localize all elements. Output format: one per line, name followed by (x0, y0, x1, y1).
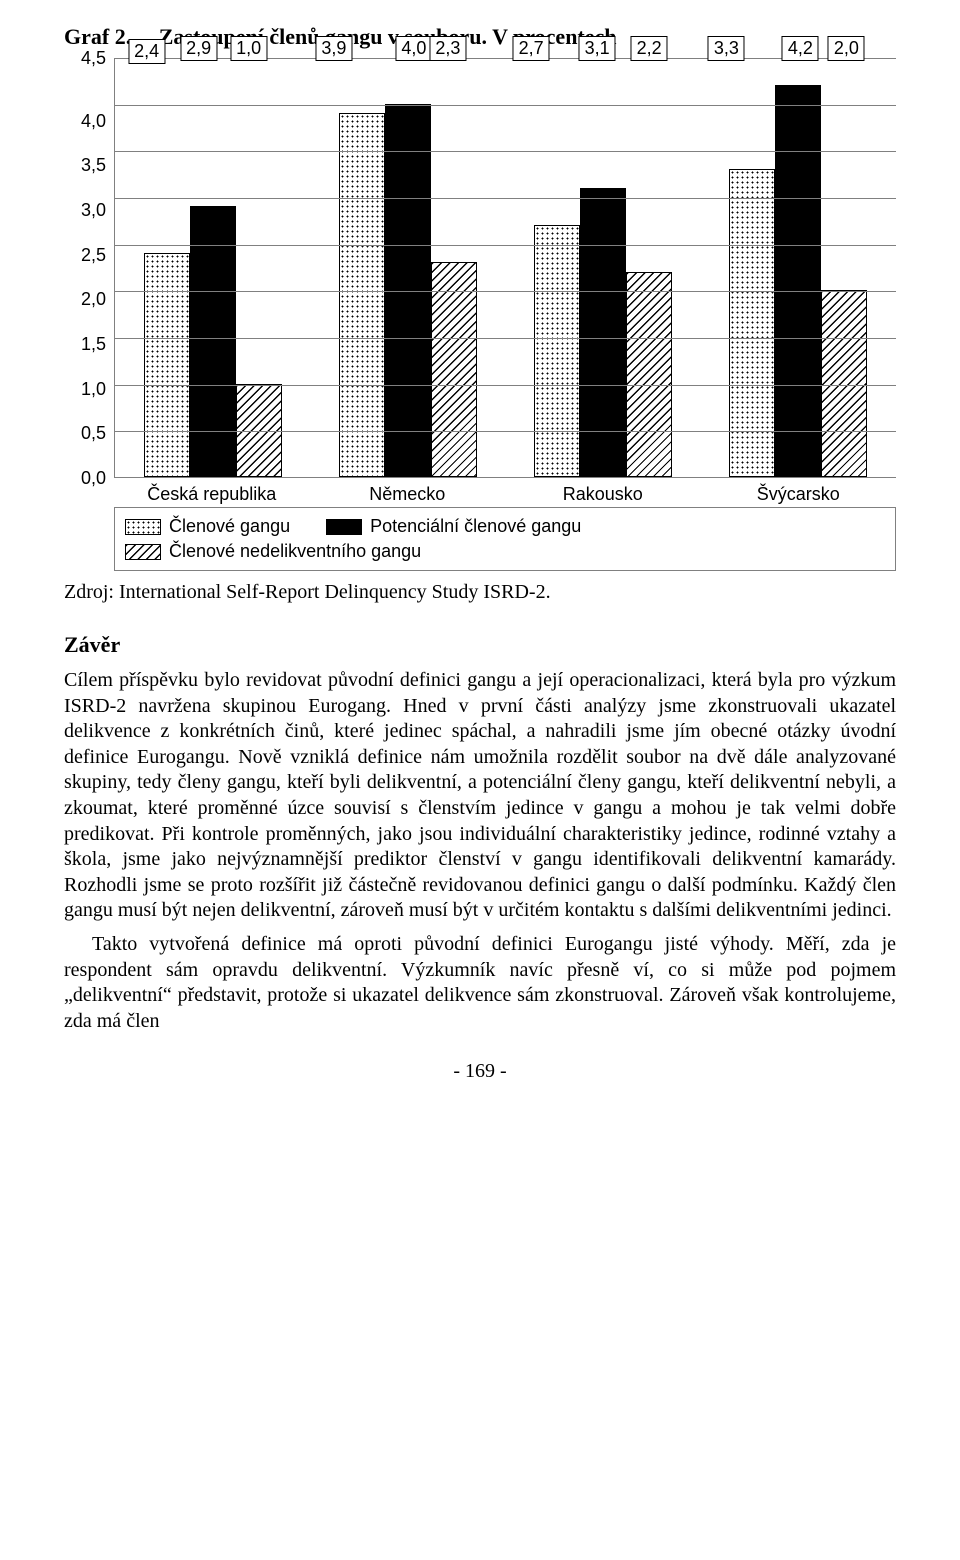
x-label: Německo (338, 484, 476, 505)
gridline (115, 338, 896, 339)
x-label: Česká republika (143, 484, 281, 505)
y-axis: 4,54,03,53,02,52,01,51,00,50,0 (64, 58, 114, 478)
gridline (115, 291, 896, 292)
bar (385, 104, 431, 477)
page-number: - 169 - (64, 1060, 896, 1083)
bar (431, 262, 477, 477)
value-label: 4,2 (782, 36, 819, 61)
legend-swatch (125, 519, 161, 535)
legend-item: Členové gangu (125, 514, 290, 539)
bar (190, 206, 236, 477)
bar-group: 2,42,91,0 (144, 58, 282, 477)
bar-wrap: 2,2 (626, 58, 672, 477)
value-label: 2,3 (429, 36, 466, 61)
bar (775, 85, 821, 477)
bar (580, 188, 626, 477)
gridline (115, 431, 896, 432)
value-label: 2,7 (513, 36, 550, 61)
gridline (115, 198, 896, 199)
legend-swatch (125, 544, 161, 560)
value-label: 3,9 (315, 36, 352, 61)
x-axis-labels: Česká republika Německo Rakousko Švýcarsko (114, 478, 896, 505)
value-label: 2,9 (180, 36, 217, 61)
body-paragraph-2: Takto vytvořená definice má oproti původ… (64, 932, 896, 1034)
legend: Členové gangu Potenciální členové gangu Čl… (114, 507, 896, 571)
bar (534, 225, 580, 477)
legend-item: Členové nedelikventního gangu (125, 539, 421, 564)
chart-area: 4,54,03,53,02,52,01,51,00,50,0 2,42,91,0… (64, 58, 896, 571)
value-label: 2,2 (631, 36, 668, 61)
gridline (115, 105, 896, 106)
chart-title-prefix: Graf 2. (64, 24, 131, 49)
value-label: 2,4 (128, 39, 165, 64)
bar (626, 272, 672, 477)
bar (144, 253, 190, 477)
bar-group: 3,34,22,0 (729, 58, 867, 477)
y-tick: 4,5 (64, 49, 106, 67)
bar-wrap: 1,0 (236, 58, 282, 477)
bar (339, 113, 385, 477)
bar-group: 2,73,12,2 (534, 58, 672, 477)
section-heading: Závěr (64, 632, 896, 658)
bar-wrap: 4,0 (385, 58, 431, 477)
y-tick: 1,5 (64, 335, 106, 353)
bar-wrap: 2,0 (821, 58, 867, 477)
y-tick: 4,0 (64, 112, 106, 130)
x-label: Švýcarsko (729, 484, 867, 505)
y-tick: 1,0 (64, 380, 106, 398)
bar-wrap: 2,4 (144, 58, 190, 477)
legend-label: Potenciální členové gangu (370, 516, 581, 537)
bar-wrap: 2,7 (534, 58, 580, 477)
bar-wrap: 3,9 (339, 58, 385, 477)
legend-item: Potenciální členové gangu (326, 514, 581, 539)
value-label: 3,1 (579, 36, 616, 61)
bar-wrap: 3,1 (580, 58, 626, 477)
y-tick: 0,5 (64, 424, 106, 442)
gridline (115, 245, 896, 246)
value-label: 4,0 (395, 36, 432, 61)
body-paragraph-1: Cílem příspěvku bylo revidovat původní d… (64, 668, 896, 924)
y-tick: 3,0 (64, 201, 106, 219)
chart-source: Zdroj: International Self-Report Delinqu… (64, 581, 896, 604)
plot: 2,42,91,0 3,94,02,3 2,73,12,2 3,34,22,0 (114, 58, 896, 478)
bar-wrap: 4,2 (775, 58, 821, 477)
legend-swatch (326, 519, 362, 535)
x-label: Rakousko (534, 484, 672, 505)
y-tick: 2,0 (64, 290, 106, 308)
value-label: 1,0 (230, 36, 267, 61)
gridline (115, 151, 896, 152)
bar-wrap: 2,3 (431, 58, 477, 477)
bar (236, 384, 282, 477)
gridline (115, 385, 896, 386)
legend-label: Členové gangu (169, 516, 290, 537)
y-tick: 0,0 (64, 469, 106, 487)
y-tick: 3,5 (64, 156, 106, 174)
legend-label: Členové nedelikventního gangu (169, 541, 421, 562)
bar-wrap: 2,9 (190, 58, 236, 477)
value-label: 3,3 (708, 36, 745, 61)
bar-wrap: 3,3 (729, 58, 775, 477)
value-label: 2,0 (828, 36, 865, 61)
y-tick: 2,5 (64, 246, 106, 264)
bar-group: 3,94,02,3 (339, 58, 477, 477)
